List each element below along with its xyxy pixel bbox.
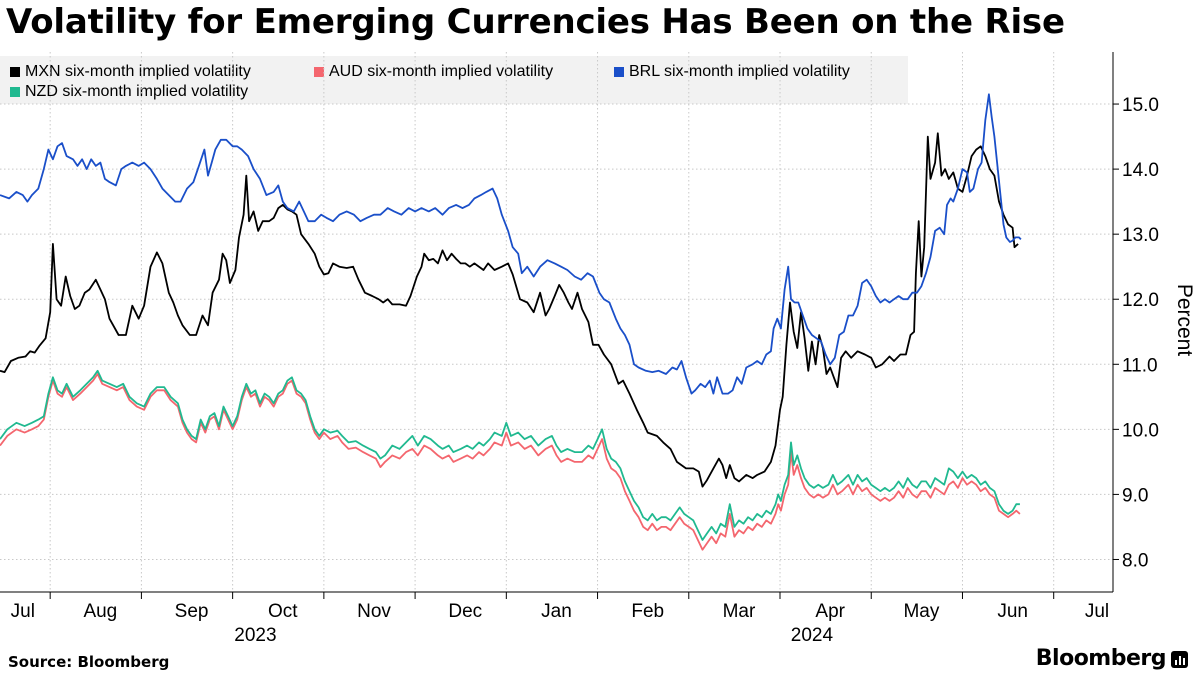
- legend-item-brl: BRL six-month implied volatility: [614, 63, 850, 81]
- x-tick-label: Jul: [11, 601, 35, 622]
- y-tick-label: 13.0: [1122, 225, 1159, 246]
- chart-title: Volatility for Emerging Currencies Has B…: [6, 2, 1065, 42]
- x-tick-label: Dec: [448, 601, 482, 622]
- y-axis-label: Percent: [1173, 284, 1196, 357]
- x-tick-label: Nov: [357, 601, 391, 622]
- legend-swatch-brl: [614, 67, 624, 77]
- x-year-label: 2024: [791, 625, 834, 646]
- legend-label-nzd: NZD six-month implied volatility: [25, 83, 249, 100]
- y-tick-label: 8.0: [1122, 550, 1148, 571]
- legend-item-nzd: NZD six-month implied volatility: [10, 83, 248, 101]
- bar-chart-icon: [1171, 651, 1188, 668]
- legend-item-mxn: MXN six-month implied volatility: [10, 63, 251, 81]
- x-tick-label: Sep: [175, 601, 209, 622]
- x-tick-label: Mar: [723, 601, 756, 622]
- axis-labels: 8.0 9.0 10.0 11.0 12.0 13.0 14.0 15.0 Jul Aug Sep O…: [11, 95, 1159, 646]
- source-note: Source: Bloomberg: [8, 653, 170, 671]
- legend-label-brl: BRL six-month implied volatility: [629, 63, 850, 80]
- x-tick-label: May: [903, 601, 939, 622]
- series: [0, 93, 1022, 551]
- x-tick-label: Apr: [815, 601, 845, 622]
- y-tick-label: 15.0: [1122, 95, 1159, 116]
- y-tick-label: 9.0: [1122, 485, 1148, 506]
- y-tick-label: 12.0: [1122, 290, 1159, 311]
- legend-label-aud: AUD six-month implied volatility: [329, 63, 554, 80]
- grid: [0, 52, 1113, 592]
- brand-logo: Bloomberg: [1035, 646, 1167, 671]
- x-tick-label: Aug: [83, 601, 117, 622]
- series-line: [0, 373, 1021, 551]
- x-tick-label: Oct: [268, 601, 298, 622]
- series-line: [0, 369, 1020, 541]
- y-tick-label: 11.0: [1122, 355, 1158, 376]
- legend-swatch-nzd: [10, 87, 20, 97]
- x-tick-label: Feb: [631, 601, 664, 622]
- y-tick-label: 14.0: [1122, 160, 1159, 181]
- y-tick-label: 10.0: [1122, 420, 1159, 441]
- series-line: [0, 93, 1022, 395]
- x-year-label: 2023: [234, 625, 276, 646]
- axes: [0, 52, 1119, 599]
- series-line: [0, 132, 1019, 488]
- x-tick-label: Jan: [541, 601, 572, 622]
- legend-swatch-aud: [314, 67, 324, 77]
- legend-swatch-mxn: [10, 67, 20, 77]
- x-tick-label: Jul: [1085, 601, 1109, 622]
- x-tick-label: Jun: [997, 601, 1028, 622]
- legend: MXN six-month implied volatility AUD six…: [0, 56, 908, 104]
- legend-item-aud: AUD six-month implied volatility: [314, 63, 553, 81]
- legend-label-mxn: MXN six-month implied volatility: [25, 63, 251, 80]
